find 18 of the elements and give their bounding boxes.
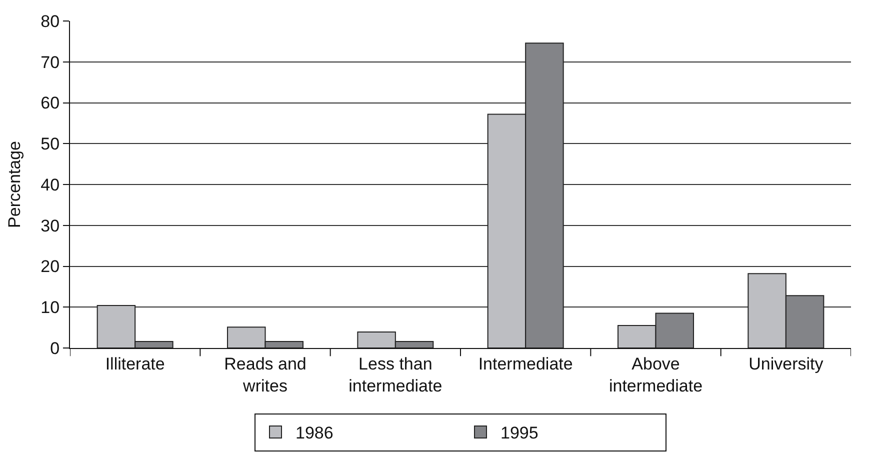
y-tick-label: 30 xyxy=(40,216,60,236)
x-tick-label: Intermediate xyxy=(478,354,573,374)
y-tick-label: 0 xyxy=(50,338,60,358)
x-tick-label: University xyxy=(748,354,824,374)
y-tick-label: 80 xyxy=(40,12,60,31)
y-tick-label: 60 xyxy=(40,94,60,113)
legend-label: 1986 xyxy=(296,424,334,443)
y-tick-label: 70 xyxy=(40,52,60,72)
y-tick-label: 20 xyxy=(40,257,60,276)
y-tick-label: 10 xyxy=(40,298,60,318)
y-tick-label: 40 xyxy=(40,175,60,194)
legend-label: 1995 xyxy=(500,424,538,443)
x-tick-label: Above intermediate xyxy=(608,354,703,396)
x-tick-label: Less than intermediate xyxy=(348,354,442,396)
x-tick-label: Illiterate xyxy=(105,354,165,374)
y-tick-label: 50 xyxy=(40,134,60,154)
x-tick-label: Reads and writes xyxy=(224,354,306,396)
y-axis-title: Percentage xyxy=(5,141,24,228)
